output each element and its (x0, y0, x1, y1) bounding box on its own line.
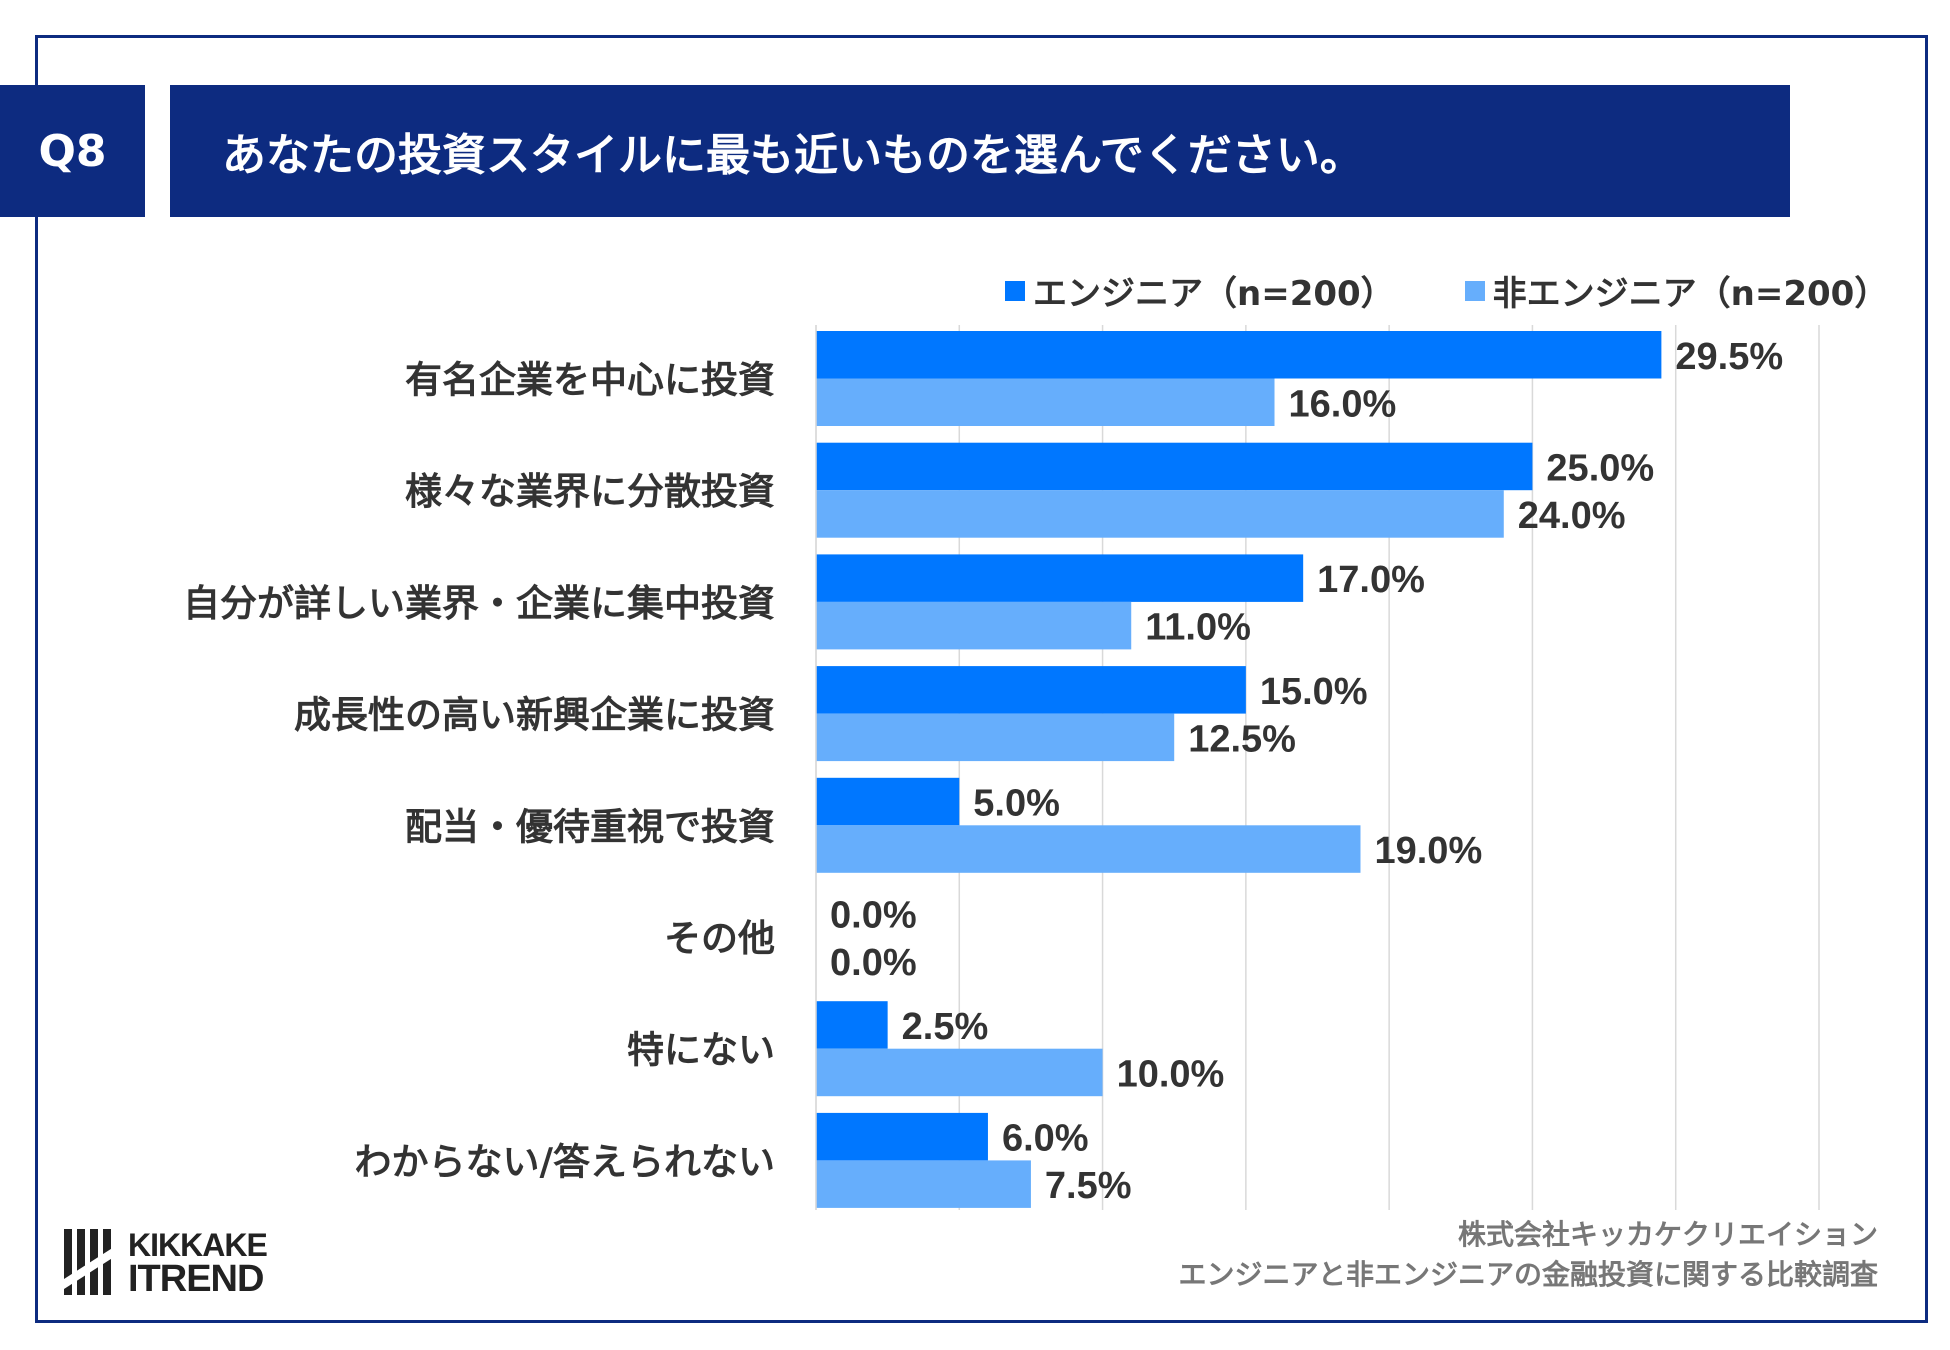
category-label: 成長性の高い新興企業に投資 (294, 694, 775, 737)
logo: KIKKAKE ITREND (64, 1227, 268, 1300)
bar-non-engineer (816, 601, 1132, 650)
legend-item-engineer: エンジニア（n=200） (1005, 266, 1395, 315)
bar-engineer (816, 1001, 888, 1049)
footer-source: 株式会社キッカケクリエイション エンジニアと非エンジニアの金融投資に関する比較調… (1179, 1215, 1878, 1295)
data-label: 6.0% (1002, 1118, 1089, 1160)
bar-non-engineer (816, 378, 1275, 426)
bar-engineer (816, 554, 1304, 602)
bar-engineer (816, 777, 960, 826)
data-label: 0.0% (830, 894, 917, 936)
data-label: 15.0% (1260, 671, 1368, 713)
data-label: 16.0% (1289, 383, 1397, 425)
footer-survey: エンジニアと非エンジニアの金融投資に関する比較調査 (1178, 1258, 1878, 1291)
data-label: 19.0% (1374, 830, 1482, 872)
category-label: 特にない (627, 1029, 775, 1072)
category-label: 有名企業を中心に投資 (405, 359, 775, 402)
data-label: 2.5% (902, 1006, 989, 1048)
footer-company: 株式会社キッカケクリエイション (1457, 1218, 1878, 1251)
category-label: 様々な業界に分散投資 (405, 470, 775, 513)
legend-label: 非エンジニア（n=200） (1492, 274, 1889, 314)
bar-non-engineer (816, 490, 1504, 538)
data-label: 0.0% (830, 942, 917, 984)
bar-non-engineer (816, 713, 1175, 762)
logo-line1: KIKKAKE (128, 1227, 268, 1263)
category-label: わからない/答えられない (354, 1140, 775, 1183)
legend-swatch-engineer (1005, 280, 1025, 301)
legend: エンジニア（n=200） 非エンジニア（n=200） (1005, 266, 1888, 315)
data-label: 25.0% (1546, 447, 1654, 489)
logo-mark-icon (64, 1229, 114, 1295)
data-label: 10.0% (1117, 1053, 1225, 1095)
data-label: 29.5% (1675, 336, 1783, 378)
legend-swatch-non-engineer (1464, 280, 1485, 301)
category-label: 自分が詳しい業界・企業に集中投資 (183, 582, 775, 625)
data-label: 24.0% (1518, 495, 1626, 537)
legend-label: エンジニア（n=200） (1033, 274, 1395, 314)
data-label: 17.0% (1317, 559, 1425, 601)
data-label: 7.5% (1045, 1165, 1132, 1207)
bar-non-engineer (816, 1048, 1103, 1097)
data-label: 11.0% (1145, 607, 1251, 649)
question-title: あなたの投資スタイルに最も近いものを選んでください。 (170, 85, 1790, 217)
category-label: 配当・優待重視で投資 (405, 805, 775, 848)
bar-engineer (816, 442, 1533, 491)
logo-line2: ITREND (128, 1258, 264, 1300)
outer-frame (35, 35, 1928, 1323)
bar-non-engineer (816, 1160, 1031, 1208)
category-label: その他 (664, 917, 775, 960)
data-label: 12.5% (1188, 718, 1296, 760)
data-label: 5.0% (973, 783, 1060, 825)
bar-engineer (816, 331, 1662, 379)
legend-item-non-engineer: 非エンジニア（n=200） (1464, 266, 1889, 315)
bar-non-engineer (816, 825, 1361, 873)
question-number: Q8 (0, 85, 145, 217)
bar-engineer (816, 1112, 988, 1161)
bar-engineer (816, 666, 1246, 714)
